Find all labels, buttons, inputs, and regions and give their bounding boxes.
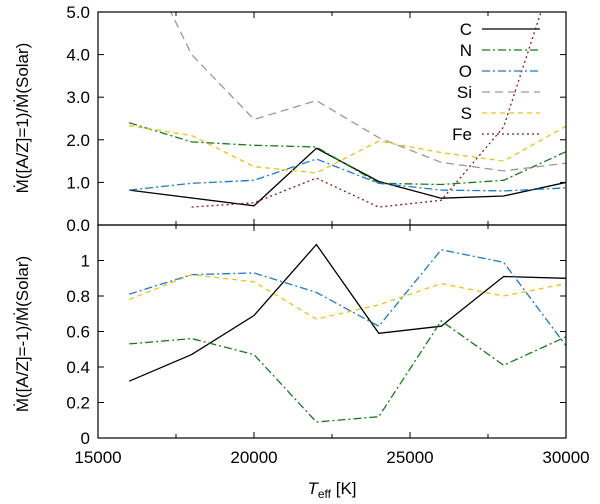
- top-series-line-n: [129, 122, 566, 186]
- top-series-line-o: [129, 158, 566, 192]
- top-y-tick-label: 2.0: [66, 131, 90, 150]
- top-y-tick-label: 5.0: [66, 3, 90, 22]
- bottom-series-line-s: [128, 274, 566, 320]
- top-y-axis-label: Ṁ([A/Z]=1)/Ṁ(Solar): [13, 43, 32, 194]
- legend-label-fe: Fe: [452, 125, 472, 144]
- legend-label-o: O: [459, 62, 472, 81]
- top-series-line-s: [129, 125, 566, 174]
- bottom-series-line-c: [128, 243, 566, 382]
- legend-label-si: Si: [457, 83, 472, 102]
- x-axis-label-unit: [K]: [331, 479, 357, 498]
- bottom-ticks: 0 0.2 0.4 0.6 0.8 1 15000 20000 25000 30000: [66, 225, 590, 467]
- bottom-y-tick-label: 0.4: [66, 358, 90, 377]
- top-series-line-c: [129, 147, 566, 207]
- bottom-y-tick-label: 0: [81, 429, 90, 448]
- top-series-group: [129, 12, 566, 208]
- bottom-y-tick-label: 0.6: [66, 323, 90, 342]
- x-axis-label-subscript: eff: [318, 487, 332, 501]
- top-ticks: 0.0 1.0 2.0 3.0 4.0 5.0: [66, 3, 567, 235]
- bottom-series-line-n: [129, 319, 566, 423]
- bottom-y-tick-label: 1: [81, 252, 90, 271]
- x-tick-label: 30000: [542, 448, 589, 467]
- top-plot-frame: [97, 11, 567, 226]
- bottom-y-tick-label: 0.2: [66, 394, 90, 413]
- legend-label-s: S: [461, 104, 472, 123]
- legend: CNO Si S Fe: [452, 20, 540, 144]
- legend-label-c: C: [460, 20, 472, 39]
- x-axis-label: Teff [K]: [307, 479, 356, 501]
- top-y-tick-label: 0.0: [66, 216, 90, 235]
- bottom-y-axis-label: Ṁ([A/Z]=-1)/Ṁ(Solar): [13, 256, 32, 412]
- legend-label-n: N: [460, 41, 472, 60]
- bottom-y-tick-label: 0.8: [66, 287, 90, 306]
- x-tick-label: 15000: [74, 448, 121, 467]
- x-axis-label-main: T: [307, 479, 319, 498]
- x-tick-label: 20000: [230, 448, 277, 467]
- top-y-tick-label: 1.0: [66, 173, 90, 192]
- bottom-panel: 0 0.2 0.4 0.6 0.8 1 15000 20000 25000 30000 Ṁ([A/…: [13, 224, 590, 501]
- top-y-tick-label: 4.0: [66, 46, 90, 65]
- x-tick-label: 25000: [386, 448, 433, 467]
- top-panel: 0.0 1.0 2.0 3.0 4.0 5.0 Ṁ([A/Z]=1)/Ṁ(Solar) C…: [13, 3, 567, 235]
- top-series-line-si: [170, 12, 566, 172]
- top-y-tick-label: 3.0: [66, 88, 90, 107]
- bottom-plot-frame: [97, 224, 567, 439]
- bottom-series-line-o: [129, 249, 566, 347]
- bottom-series-group: [128, 243, 566, 423]
